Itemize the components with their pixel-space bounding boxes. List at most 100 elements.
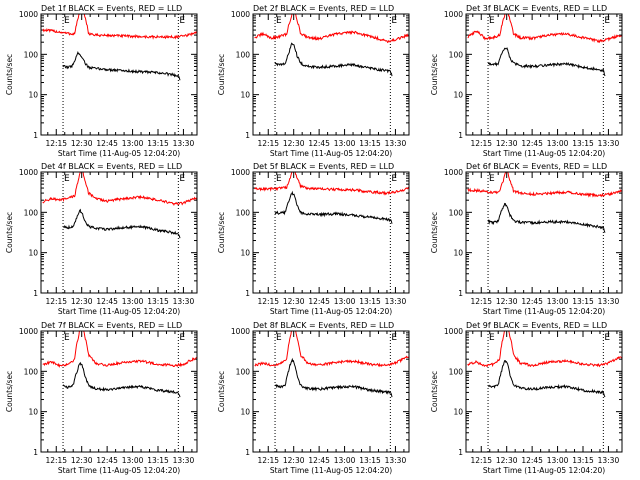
- y-tick-label: 1000: [19, 168, 38, 177]
- x-tick-label: 13:00: [547, 139, 569, 148]
- marker-label: E: [276, 174, 282, 184]
- y-tick-label: 100: [236, 50, 251, 59]
- y-tick-label: 10: [453, 249, 463, 258]
- x-tick-label: 12:45: [96, 297, 118, 306]
- x-axis-label: Start Time (11-Aug-05 12:04:20): [58, 149, 180, 158]
- plot-frame: [252, 330, 410, 453]
- y-tick-label: 100: [236, 208, 251, 217]
- x-tick-label: 13:15: [147, 456, 169, 465]
- x-tick-label: 13:30: [385, 297, 407, 306]
- series-events-line: [62, 51, 181, 81]
- marker-label: E: [276, 16, 282, 26]
- panel-5: Det 5f BLACK = Events, RED = LLD Counts/s…: [217, 162, 410, 316]
- marker-label: E: [604, 333, 610, 343]
- x-axis-label: Start Time (11-Aug-05 12:04:20): [270, 307, 392, 316]
- series-events-line: [487, 360, 606, 398]
- x-tick-label: 12:15: [45, 139, 67, 148]
- marker-label: E: [489, 174, 495, 184]
- y-axis-label: Counts/sec: [5, 212, 14, 253]
- marker-label: E: [179, 333, 185, 343]
- x-tick-label: 12:15: [470, 139, 492, 148]
- y-tick-label: 1: [245, 448, 250, 457]
- x-tick-label: 12:30: [283, 297, 305, 306]
- y-tick-label: 10: [28, 91, 38, 100]
- x-axis-label: Start Time (11-Aug-05 12:04:20): [483, 307, 605, 316]
- x-tick-label: 13:00: [334, 297, 356, 306]
- x-tick-label: 13:30: [385, 139, 407, 148]
- series-events-line: [62, 361, 181, 398]
- x-tick-label: 13:15: [359, 456, 381, 465]
- panel-title: Det 8f BLACK = Events, RED = LLD: [253, 321, 394, 330]
- y-tick-label: 1000: [231, 327, 250, 336]
- panel-title: Det 3f BLACK = Events, RED = LLD: [466, 4, 607, 13]
- y-tick-label: 1: [458, 448, 463, 457]
- y-tick-label: 1000: [444, 10, 463, 19]
- panel-4: Det 4f BLACK = Events, RED = LLD Counts/s…: [5, 162, 198, 316]
- y-tick-label: 10: [240, 91, 250, 100]
- y-axis-label: Counts/sec: [5, 371, 14, 412]
- panel-title: Det 7f BLACK = Events, RED = LLD: [41, 321, 182, 330]
- y-axis-label: Counts/sec: [217, 212, 226, 253]
- y-tick-label: 1: [245, 131, 250, 140]
- marker-label: E: [489, 16, 495, 26]
- series-lld-line: [42, 172, 197, 207]
- x-tick-label: 12:15: [257, 297, 279, 306]
- x-tick-label: 12:30: [283, 456, 305, 465]
- series-lld-line: [254, 331, 409, 368]
- marker-label: E: [391, 16, 397, 26]
- marker-label: E: [276, 333, 282, 343]
- series-lld-line: [467, 14, 622, 44]
- y-tick-label: 1000: [444, 168, 463, 177]
- plot-frame: [40, 171, 198, 294]
- y-tick-label: 100: [24, 50, 39, 59]
- y-tick-label: 10: [453, 408, 463, 417]
- x-tick-label: 12:45: [521, 297, 543, 306]
- series-lld-line: [254, 172, 409, 196]
- series-lld-line: [42, 331, 197, 369]
- y-axis-label: Counts/sec: [217, 371, 226, 412]
- y-tick-label: 1000: [231, 168, 250, 177]
- x-tick-label: 13:30: [385, 456, 407, 465]
- x-tick-label: 12:15: [257, 456, 279, 465]
- y-tick-label: 1000: [19, 327, 38, 336]
- marker-label: E: [179, 16, 185, 26]
- plot-frame: [252, 13, 410, 136]
- x-tick-label: 12:15: [470, 297, 492, 306]
- y-tick-label: 10: [453, 91, 463, 100]
- x-tick-label: 13:30: [598, 297, 620, 306]
- x-tick-label: 12:30: [71, 297, 93, 306]
- series-lld-line: [467, 172, 622, 198]
- marker-label: E: [391, 333, 397, 343]
- x-tick-label: 13:00: [122, 139, 144, 148]
- x-tick-label: 12:30: [283, 139, 305, 148]
- marker-label: E: [179, 174, 185, 184]
- x-axis-label: Start Time (11-Aug-05 12:04:20): [270, 149, 392, 158]
- panel-title: Det 9f BLACK = Events, RED = LLD: [466, 321, 607, 330]
- series-events-line: [274, 190, 393, 224]
- x-tick-label: 12:45: [521, 456, 543, 465]
- x-tick-label: 12:45: [308, 456, 330, 465]
- x-axis-label: Start Time (11-Aug-05 12:04:20): [58, 466, 180, 475]
- x-tick-label: 13:15: [572, 456, 594, 465]
- panel-1: Det 1f BLACK = Events, RED = LLD Counts/s…: [5, 4, 198, 158]
- marker-label: E: [64, 16, 70, 26]
- panel-6: Det 6f BLACK = Events, RED = LLD Counts/s…: [430, 162, 623, 316]
- x-tick-label: 12:30: [71, 456, 93, 465]
- x-tick-label: 12:30: [71, 139, 93, 148]
- panel-2: Det 2f BLACK = Events, RED = LLD Counts/s…: [217, 4, 410, 158]
- x-tick-label: 13:15: [572, 139, 594, 148]
- panel-7: Det 7f BLACK = Events, RED = LLD Counts/s…: [5, 321, 198, 475]
- x-tick-label: 13:15: [147, 139, 169, 148]
- x-axis-label: Start Time (11-Aug-05 12:04:20): [270, 466, 392, 475]
- y-axis-label: Counts/sec: [430, 212, 439, 253]
- x-axis-label: Start Time (11-Aug-05 12:04:20): [58, 307, 180, 316]
- series-events-line: [274, 42, 393, 77]
- x-tick-label: 13:00: [334, 456, 356, 465]
- y-tick-label: 1: [245, 289, 250, 298]
- x-tick-label: 12:30: [496, 456, 518, 465]
- x-tick-label: 12:15: [470, 456, 492, 465]
- panel-title: Det 2f BLACK = Events, RED = LLD: [253, 4, 394, 13]
- panel-title: Det 4f BLACK = Events, RED = LLD: [41, 162, 182, 171]
- y-axis-label: Counts/sec: [430, 54, 439, 95]
- plot-frame: [465, 171, 623, 294]
